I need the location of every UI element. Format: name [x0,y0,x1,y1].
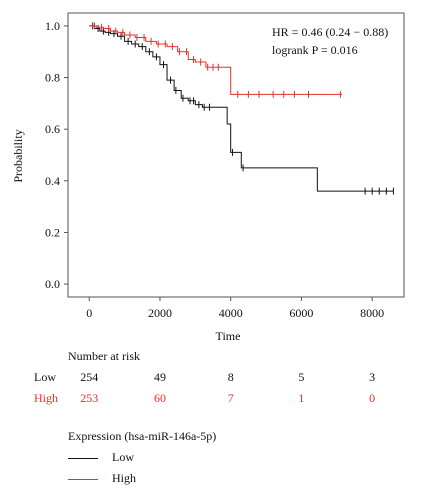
legend-line-high [68,479,98,480]
y-tick-label: 0.8 [45,71,60,85]
risk-value-low: 3 [369,370,376,384]
risk-value-high: 0 [369,391,376,405]
risk-value-high: 1 [298,391,305,405]
x-tick-label: 8000 [360,306,384,320]
risk-value-high: 7 [227,391,234,405]
y-tick-label: 0.4 [45,174,60,188]
legend-label-high: High [112,471,136,485]
y-tick-label: 0.6 [45,122,60,136]
risk-row-label-low: Low [34,370,56,384]
legend-title: Expression (hsa-miR-146a-5p) [68,429,217,443]
x-axis-label: Time [216,329,241,340]
annotation-hr: HR = 0.46 (0.24 − 0.88) [272,25,388,39]
y-axis-label: Probability [11,129,25,182]
x-tick-label: 4000 [219,306,243,320]
y-tick-label: 0.0 [45,277,60,291]
risk-value-high: 253 [80,391,99,405]
series-line-high [89,25,343,95]
plot-frame [67,12,405,298]
risk-value-low: 5 [298,370,305,384]
risk-value-high: 60 [153,391,166,405]
risk-row-label-high: High [34,391,58,405]
x-tick-label: 6000 [289,306,313,320]
y-tick-label: 0.2 [45,225,60,239]
y-tick-label: 1.0 [45,19,60,33]
x-tick-label: 0 [86,306,92,320]
risk-value-low: 49 [153,370,166,384]
x-tick-label: 2000 [148,306,172,320]
risk-value-low: 8 [227,370,234,384]
risk-table-title: Number at risk [68,349,140,363]
risk-value-low: 254 [80,370,99,384]
legend-label-low: Low [112,450,134,464]
series-line-low [89,25,394,192]
annotation-logrank: logrank P = 0.016 [272,43,358,57]
legend-line-low [68,458,98,459]
km-survival-chart: 0 2000 4000 6000 8000 0.0 0.2 0.4 0.6 0.8 1.0 HR =… [11,12,405,340]
